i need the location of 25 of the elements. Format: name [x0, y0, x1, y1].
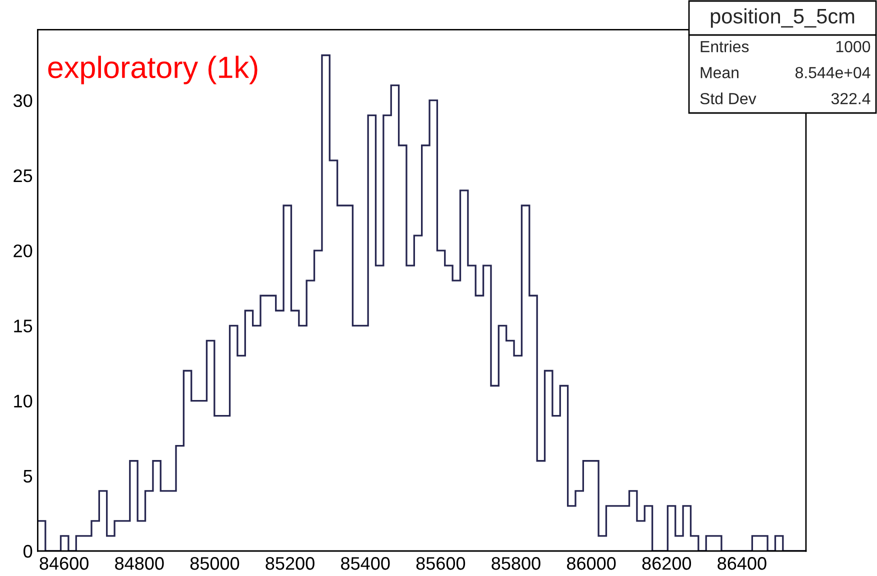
x-tick-label: 85200: [266, 557, 314, 570]
x-tick-label: 86200: [642, 557, 692, 570]
annotation: exploratory (1k): [48, 56, 258, 84]
y-tick-label: 30: [13, 94, 32, 108]
x-tick-label: 86400: [718, 557, 766, 570]
y-tick-label: 15: [14, 320, 32, 332]
annotation: 8.544e+04: [795, 66, 870, 78]
chart-title: position_5_5cm: [710, 8, 854, 28]
annotation: Std Dev: [700, 92, 756, 104]
x-tick-label: 85600: [416, 557, 466, 570]
y-tick-label: 0: [24, 544, 32, 558]
y-tick-label: 20: [14, 244, 32, 258]
x-tick-label: 84800: [115, 557, 164, 570]
y-tick-label: 5: [24, 470, 32, 483]
x-tick-label: 84600: [40, 557, 88, 570]
x-tick-label: 86000: [566, 557, 616, 570]
text: 1000: [836, 40, 870, 52]
y-tick-label: 25: [14, 169, 32, 182]
x-tick-label: 85800: [492, 557, 540, 570]
text: 322.4: [831, 92, 870, 104]
x-tick-label: 85400: [341, 557, 390, 570]
annotation: Mean: [700, 67, 738, 78]
x-tick-label: 85000: [190, 557, 240, 570]
annotation: Entries: [700, 40, 749, 52]
y-tick-label: 10: [14, 394, 32, 408]
